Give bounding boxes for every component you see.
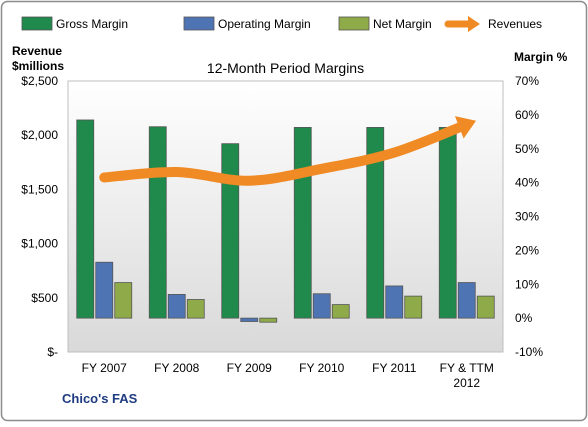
x-axis-category-label: FY 2007	[82, 361, 127, 375]
right-axis-tick-label: -10%	[515, 345, 543, 359]
bar-gross-margin	[148, 126, 167, 319]
bar-net-margin	[331, 304, 350, 319]
legend-swatch-revenues-arrow	[468, 16, 480, 32]
bar-net-margin	[186, 299, 205, 319]
legend-swatch-operating-margin	[183, 16, 215, 31]
bar-gross-margin	[438, 127, 457, 319]
bar-operating-margin	[457, 282, 476, 319]
bar-net-margin	[476, 295, 495, 319]
bar-gross-margin	[221, 143, 240, 319]
left-axis-tick-label: $2,500	[21, 74, 58, 88]
x-axis-category-label: FY 2010	[299, 361, 344, 375]
legend-label: Net Margin	[373, 17, 432, 31]
left-axis-tick-label: $2,000	[21, 128, 58, 142]
left-axis-title: Revenue	[12, 44, 62, 58]
legend-swatch-net-margin	[338, 16, 370, 31]
legend-swatch-gross-margin	[21, 16, 53, 31]
revenue-line	[99, 119, 472, 186]
left-axis-tick-label: $1,000	[21, 237, 58, 251]
right-axis-title: Margin %	[514, 50, 568, 64]
left-axis-tick-label: $500	[31, 291, 58, 305]
legend-label: Revenues	[488, 17, 542, 31]
right-axis-tick-label: 60%	[515, 108, 539, 122]
right-axis-tick-label: 70%	[515, 74, 539, 88]
legend-label: Gross Margin	[56, 17, 128, 31]
bar-operating-margin	[385, 285, 404, 319]
x-axis-category-label: FY 2009	[227, 361, 272, 375]
x-axis-category-label: FY & TTM	[440, 361, 494, 375]
bar-net-margin	[259, 317, 278, 323]
right-axis-tick-label: 10%	[515, 277, 539, 291]
bar-operating-margin	[95, 261, 114, 319]
right-axis-tick-label: 30%	[515, 210, 539, 224]
bar-operating-margin	[240, 317, 259, 322]
right-axis-tick-label: 20%	[515, 243, 539, 257]
right-axis-tick-label: 0%	[515, 311, 533, 325]
bar-gross-margin	[366, 127, 385, 319]
bar-gross-margin	[293, 127, 312, 319]
x-axis-category-label: 2012	[453, 376, 480, 390]
bar-operating-margin	[167, 294, 186, 319]
left-axis-tick-label: $-	[47, 345, 58, 359]
right-axis-tick-label: 40%	[515, 176, 539, 190]
right-axis-tick-label: 50%	[515, 142, 539, 156]
bar-operating-margin	[312, 293, 331, 319]
company-label: Chico's FAS	[62, 391, 138, 406]
bar-gross-margin	[76, 119, 95, 319]
left-axis-title-units: $millions	[12, 59, 64, 73]
chart-title: 12-Month Period Margins	[207, 60, 364, 76]
bar-net-margin	[404, 295, 423, 319]
x-axis-category-label: FY 2011	[372, 361, 417, 375]
x-axis-category-label: FY 2008	[154, 361, 199, 375]
legend-label: Operating Margin	[218, 17, 311, 31]
revenue-arrowhead	[454, 116, 477, 139]
bar-net-margin	[114, 282, 133, 319]
plot-area	[67, 80, 504, 353]
left-axis-tick-label: $1,500	[21, 182, 58, 196]
